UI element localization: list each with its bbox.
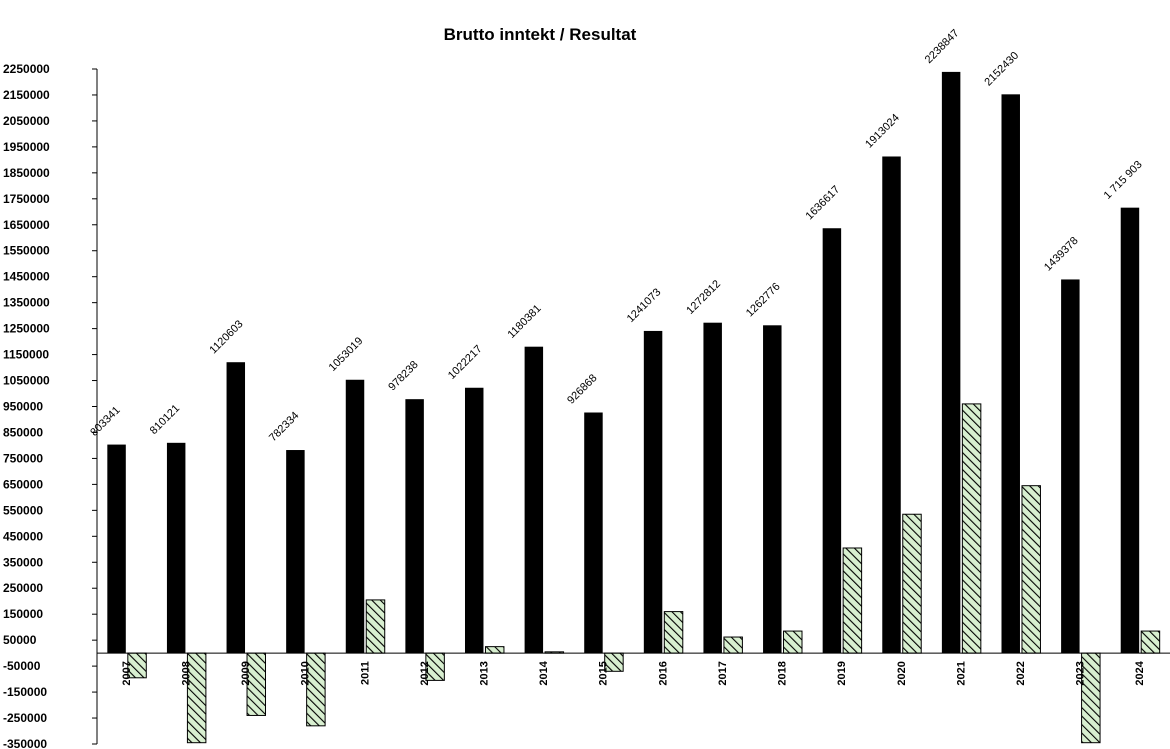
bar-resultat	[484, 646, 505, 654]
data-label: 1053019	[327, 335, 366, 374]
data-label: 1 715 903	[1102, 159, 1145, 202]
y-tick-label: 150000	[3, 607, 43, 621]
y-tick-label: 1850000	[3, 166, 50, 180]
data-label: 1636617	[804, 184, 843, 223]
y-tick-label: 1450000	[3, 270, 50, 284]
data-label: 1022217	[446, 343, 485, 382]
bar-brutto-inntekt	[703, 322, 722, 654]
x-tick-label: 2015	[598, 661, 610, 685]
data-label: 1180381	[505, 303, 543, 341]
y-tick-label: 350000	[3, 555, 43, 569]
bar-resultat	[842, 547, 863, 654]
bar-brutto-inntekt	[584, 412, 603, 654]
x-tick-label: 2021	[955, 661, 967, 685]
x-tick-label: 2019	[836, 661, 848, 685]
bar-brutto-inntekt	[1120, 207, 1140, 654]
y-tick-label: 1650000	[3, 218, 50, 232]
y-tick-label: 250000	[3, 581, 43, 595]
chart-title: Brutto inntekt / Resultat	[444, 25, 637, 44]
bar-brutto-inntekt	[405, 399, 424, 654]
y-tick-label: 450000	[3, 529, 43, 543]
data-label: 803341	[88, 404, 122, 438]
x-tick-label: 2013	[478, 661, 490, 685]
data-label: 2238847	[923, 27, 962, 66]
y-tick-label: 850000	[3, 425, 43, 439]
data-label: 1913024	[863, 112, 902, 151]
data-label: 1241073	[625, 286, 664, 325]
bar-brutto-inntekt	[524, 346, 544, 654]
y-tick-label: 2150000	[3, 88, 50, 102]
bar-brutto-inntekt	[822, 228, 842, 654]
bar-brutto-inntekt	[345, 379, 365, 654]
bar-brutto-inntekt	[107, 444, 126, 654]
bar-resultat	[1140, 630, 1161, 654]
y-tick-label: 1550000	[3, 244, 50, 258]
y-tick-label: 2050000	[3, 114, 50, 128]
bar-resultat	[365, 599, 386, 654]
y-tick-label: 550000	[3, 503, 43, 517]
bar-brutto-inntekt	[643, 330, 663, 654]
data-label: 810121	[148, 402, 182, 436]
bar-brutto-inntekt	[882, 156, 901, 654]
y-tick-label: 2250000	[3, 62, 50, 76]
y-tick-label: -250000	[3, 711, 47, 725]
bar-brutto-inntekt	[941, 71, 961, 654]
y-tick-label: 950000	[3, 400, 43, 414]
data-label: 1262776	[744, 281, 783, 320]
y-tick-label: 1050000	[3, 374, 50, 388]
bars	[107, 71, 1161, 744]
bar-resultat	[663, 611, 684, 654]
x-tick-label: 2014	[538, 660, 550, 685]
bar-brutto-inntekt	[166, 442, 186, 654]
y-tick-label: 1950000	[3, 140, 50, 154]
x-tick-label: 2010	[300, 661, 312, 685]
x-tick-label: 2011	[359, 661, 371, 685]
y-tick-label: -150000	[3, 685, 47, 699]
data-labels: 803341 810121 1120603 782334 1053019 978238 10…	[88, 27, 1144, 444]
bar-brutto-inntekt	[763, 325, 782, 654]
data-label: 2152430	[982, 50, 1021, 89]
bar-resultat	[723, 636, 743, 654]
data-label: 782334	[267, 410, 301, 444]
x-tick-label: 2012	[419, 661, 431, 685]
y-tick-label: 650000	[3, 477, 43, 491]
x-tick-label: 2009	[240, 661, 252, 685]
bar-brutto-inntekt	[464, 387, 484, 654]
y-tick-label: 1150000	[3, 348, 49, 362]
bar-resultat	[783, 630, 803, 654]
data-label: 1120603	[207, 318, 245, 356]
x-tick-label: 2022	[1015, 661, 1027, 685]
bar-resultat	[961, 403, 982, 654]
data-label: 978238	[386, 359, 420, 393]
y-axis: 2250000 2150000 2050000 1950000 1850000 17500…	[3, 62, 98, 749]
y-tick-label: 1350000	[3, 296, 50, 310]
y-tick-label: -350000	[3, 737, 47, 749]
x-tick-label: 2018	[777, 661, 789, 685]
x-tick-label: 2020	[896, 661, 908, 685]
data-label: 1439378	[1042, 235, 1081, 274]
data-label: 1272812	[684, 278, 723, 317]
bar-brutto-inntekt	[226, 362, 246, 654]
x-tick-label: 2024	[1134, 660, 1146, 685]
data-label: 926868	[565, 372, 599, 406]
x-tick-label: 2016	[657, 661, 669, 685]
bar-brutto-inntekt	[286, 450, 305, 654]
y-tick-label: 750000	[3, 451, 43, 465]
bar-brutto-inntekt	[1001, 94, 1020, 654]
x-tick-label: 2008	[180, 661, 192, 685]
bar-resultat	[902, 513, 922, 654]
y-tick-label: -50000	[3, 659, 41, 673]
x-axis: 2007 2008 2009 2010 2011 2012 2013 2014 2015 2016…	[97, 652, 1170, 686]
x-tick-label: 2023	[1075, 661, 1087, 685]
x-tick-label: 2017	[717, 661, 729, 685]
bar-resultat	[1021, 485, 1041, 654]
y-tick-label: 1250000	[3, 322, 50, 336]
y-tick-label: 50000	[3, 633, 37, 647]
x-tick-label: 2007	[121, 661, 133, 685]
bar-brutto-inntekt	[1061, 279, 1080, 654]
y-tick-label: 1750000	[3, 192, 50, 206]
